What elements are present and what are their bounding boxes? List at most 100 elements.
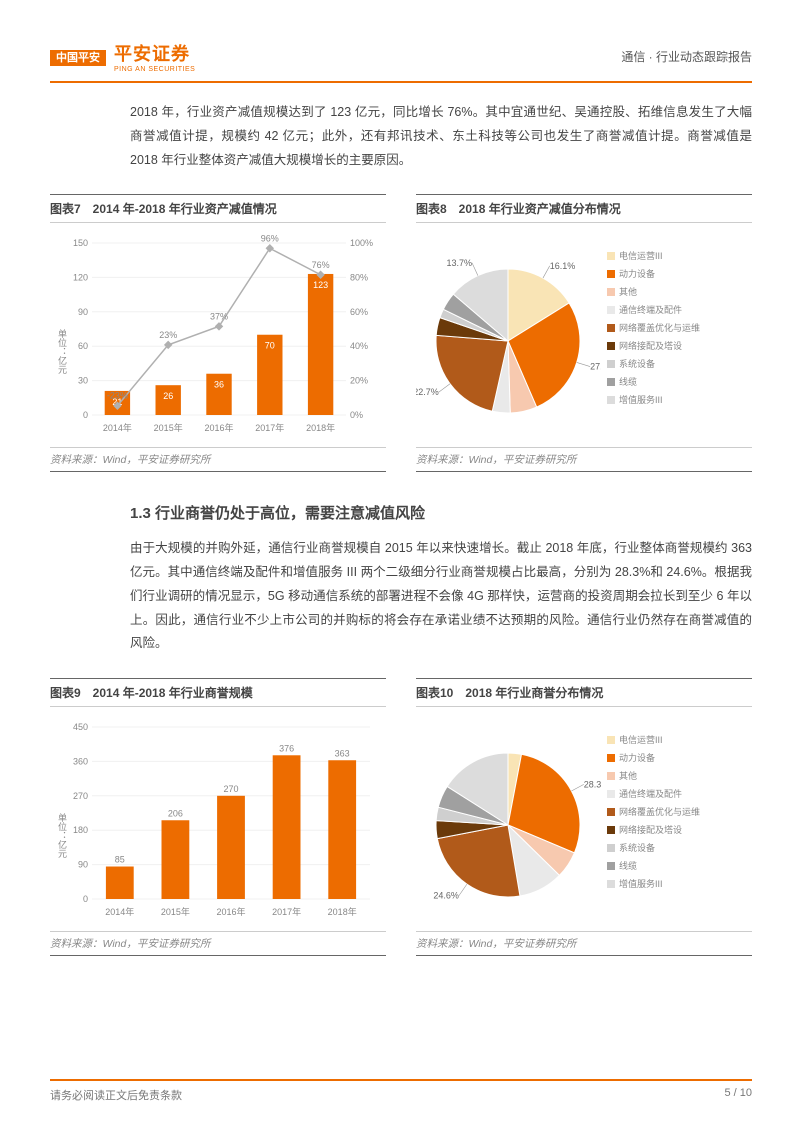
legend-swatch <box>607 252 615 260</box>
svg-text:2016年: 2016年 <box>204 422 233 433</box>
legend-item: 网络接配及塔设 <box>607 339 752 352</box>
svg-text:40%: 40% <box>350 341 368 351</box>
legend-swatch <box>607 288 615 296</box>
svg-text:120: 120 <box>73 273 88 283</box>
svg-text:2014年: 2014年 <box>105 906 134 917</box>
legend-swatch <box>607 808 615 816</box>
chart10-source: 资料来源：Wind，平安证券研究所 <box>416 931 752 956</box>
svg-text:2018年: 2018年 <box>328 906 357 917</box>
svg-text:2017年: 2017年 <box>255 422 284 433</box>
svg-text:28.3%: 28.3% <box>584 779 601 789</box>
footer-left: 请务必阅读正文后免责条款 <box>50 1087 182 1103</box>
legend-label: 增值服务III <box>619 393 663 406</box>
legend-item: 其他 <box>607 285 752 298</box>
svg-text:0: 0 <box>83 894 88 904</box>
chart9-source: 资料来源：Wind，平安证券研究所 <box>50 931 386 956</box>
svg-text:2016年: 2016年 <box>216 906 245 917</box>
header-right: 通信 · 行业动态跟踪报告 <box>621 48 752 65</box>
legend-label: 网络覆盖优化与运维 <box>619 321 700 334</box>
legend-item: 动力设备 <box>607 751 752 764</box>
legend-item: 线缆 <box>607 375 752 388</box>
logo-cn: 中国平安 <box>50 50 106 66</box>
legend-item: 系统设备 <box>607 841 752 854</box>
svg-text:150: 150 <box>73 238 88 248</box>
legend-label: 增值服务III <box>619 877 663 890</box>
svg-text:450: 450 <box>73 722 88 732</box>
svg-text:100%: 100% <box>350 238 373 248</box>
logo-block: 中国平安 平安证券 PING AN SECURITIES <box>50 40 195 73</box>
legend-swatch <box>607 360 615 368</box>
svg-text:85: 85 <box>115 855 125 865</box>
svg-text:23%: 23% <box>159 330 177 340</box>
svg-text:270: 270 <box>223 784 238 794</box>
legend-swatch <box>607 306 615 314</box>
legend-label: 通信终端及配件 <box>619 787 682 800</box>
legend-label: 动力设备 <box>619 267 655 280</box>
svg-text:80%: 80% <box>350 273 368 283</box>
page-header: 中国平安 平安证券 PING AN SECURITIES 通信 · 行业动态跟踪… <box>50 40 752 73</box>
legend-swatch <box>607 772 615 780</box>
legend-item: 线缆 <box>607 859 752 872</box>
chart8-source: 资料来源：Wind，平安证券研究所 <box>416 447 752 472</box>
svg-text:96%: 96% <box>261 234 279 244</box>
svg-text:2014年: 2014年 <box>103 422 132 433</box>
svg-text:180: 180 <box>73 825 88 835</box>
legend-label: 电信运营III <box>619 733 663 746</box>
legend-label: 动力设备 <box>619 751 655 764</box>
svg-text:单位：亿元: 单位：亿元 <box>57 812 67 859</box>
legend-swatch <box>607 790 615 798</box>
svg-text:2017年: 2017年 <box>272 906 301 917</box>
legend-swatch <box>607 880 615 888</box>
svg-text:单位：亿元: 单位：亿元 <box>57 328 67 375</box>
svg-text:24.6%: 24.6% <box>433 891 459 901</box>
logo-pingan-en: PING AN SECURITIES <box>114 66 195 73</box>
chart8-title: 图表8 2018 年行业资产减值分布情况 <box>416 194 752 223</box>
legend-label: 网络接配及塔设 <box>619 339 682 352</box>
legend-swatch <box>607 324 615 332</box>
svg-text:27.3%: 27.3% <box>590 362 601 372</box>
section-title: 1.3 行业商誉仍处于高位，需要注意减值风险 <box>130 502 752 523</box>
legend-label: 其他 <box>619 285 637 298</box>
header-divider <box>50 81 752 83</box>
legend-swatch <box>607 342 615 350</box>
svg-text:36: 36 <box>214 380 224 390</box>
legend-item: 增值服务III <box>607 393 752 406</box>
page-footer: 请务必阅读正文后免责条款 5 / 10 <box>50 1079 752 1103</box>
logo-pingan: 平安证券 <box>114 44 190 64</box>
legend-item: 系统设备 <box>607 357 752 370</box>
legend-swatch <box>607 378 615 386</box>
legend-label: 通信终端及配件 <box>619 303 682 316</box>
legend-swatch <box>607 826 615 834</box>
chart7: 03060901201500%20%40%60%80%100%单位：亿元2120… <box>50 231 386 441</box>
svg-text:26: 26 <box>163 391 173 401</box>
legend-item: 增值服务III <box>607 877 752 890</box>
chart9: 090180270360450单位：亿元852014年2062015年27020… <box>50 715 386 925</box>
legend-swatch <box>607 270 615 278</box>
footer-page: 5 / 10 <box>724 1087 752 1103</box>
svg-text:360: 360 <box>73 756 88 766</box>
svg-text:363: 363 <box>335 748 350 758</box>
svg-text:30: 30 <box>78 376 88 386</box>
svg-text:0: 0 <box>83 410 88 420</box>
legend-item: 其他 <box>607 769 752 782</box>
legend-label: 系统设备 <box>619 357 655 370</box>
legend-swatch <box>607 844 615 852</box>
legend-swatch <box>607 396 615 404</box>
legend-item: 电信运营III <box>607 249 752 262</box>
svg-text:90: 90 <box>78 307 88 317</box>
legend-item: 网络接配及塔设 <box>607 823 752 836</box>
legend-label: 电信运营III <box>619 249 663 262</box>
legend-item: 动力设备 <box>607 267 752 280</box>
legend-label: 线缆 <box>619 375 637 388</box>
legend-swatch <box>607 754 615 762</box>
chart8: 16.1%27.3%22.7%13.7%电信运营III动力设备其他通信终端及配件… <box>416 231 752 441</box>
svg-text:60: 60 <box>78 341 88 351</box>
svg-text:-23%: -23% <box>107 391 128 401</box>
legend-swatch <box>607 862 615 870</box>
svg-text:0%: 0% <box>350 410 363 420</box>
legend-item: 网络覆盖优化与运维 <box>607 321 752 334</box>
legend-label: 网络接配及塔设 <box>619 823 682 836</box>
svg-text:60%: 60% <box>350 307 368 317</box>
legend-item: 通信终端及配件 <box>607 303 752 316</box>
legend-label: 系统设备 <box>619 841 655 854</box>
